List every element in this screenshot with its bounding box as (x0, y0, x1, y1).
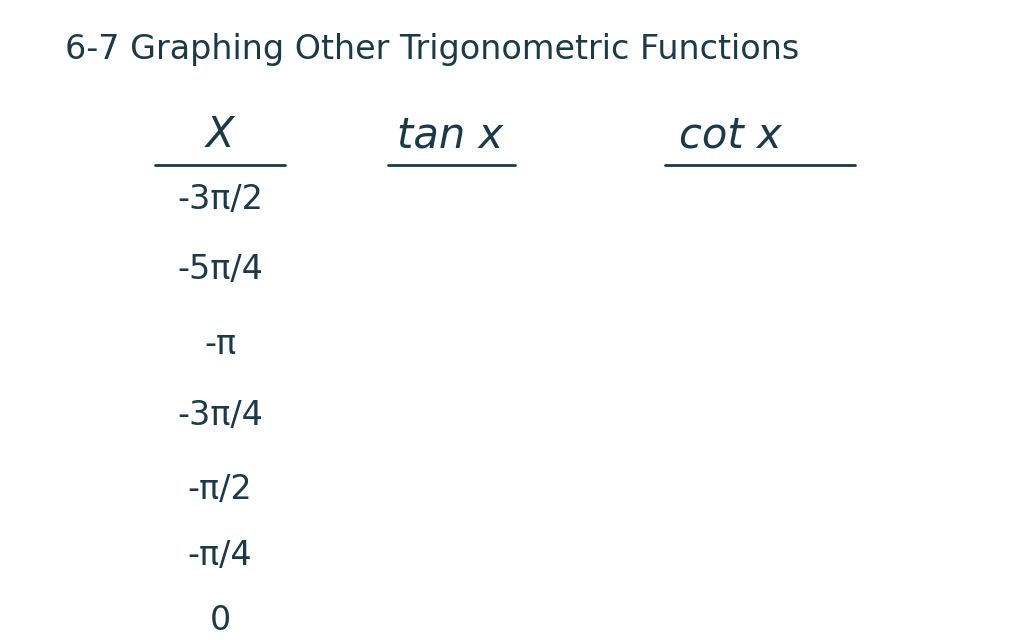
Text: -π/4: -π/4 (187, 538, 252, 572)
Text: X: X (206, 114, 234, 156)
Text: -5π/4: -5π/4 (177, 253, 263, 287)
Text: cot x: cot x (679, 114, 781, 156)
Text: 0: 0 (209, 604, 230, 637)
Text: -π: -π (204, 328, 237, 362)
Text: -3π/2: -3π/2 (177, 184, 263, 216)
Text: -3π/4: -3π/4 (177, 399, 263, 431)
Text: 6-7 Graphing Other Trigonometric Functions: 6-7 Graphing Other Trigonometric Functio… (65, 33, 800, 67)
Text: -π/2: -π/2 (187, 474, 252, 506)
Text: tan x: tan x (397, 114, 503, 156)
